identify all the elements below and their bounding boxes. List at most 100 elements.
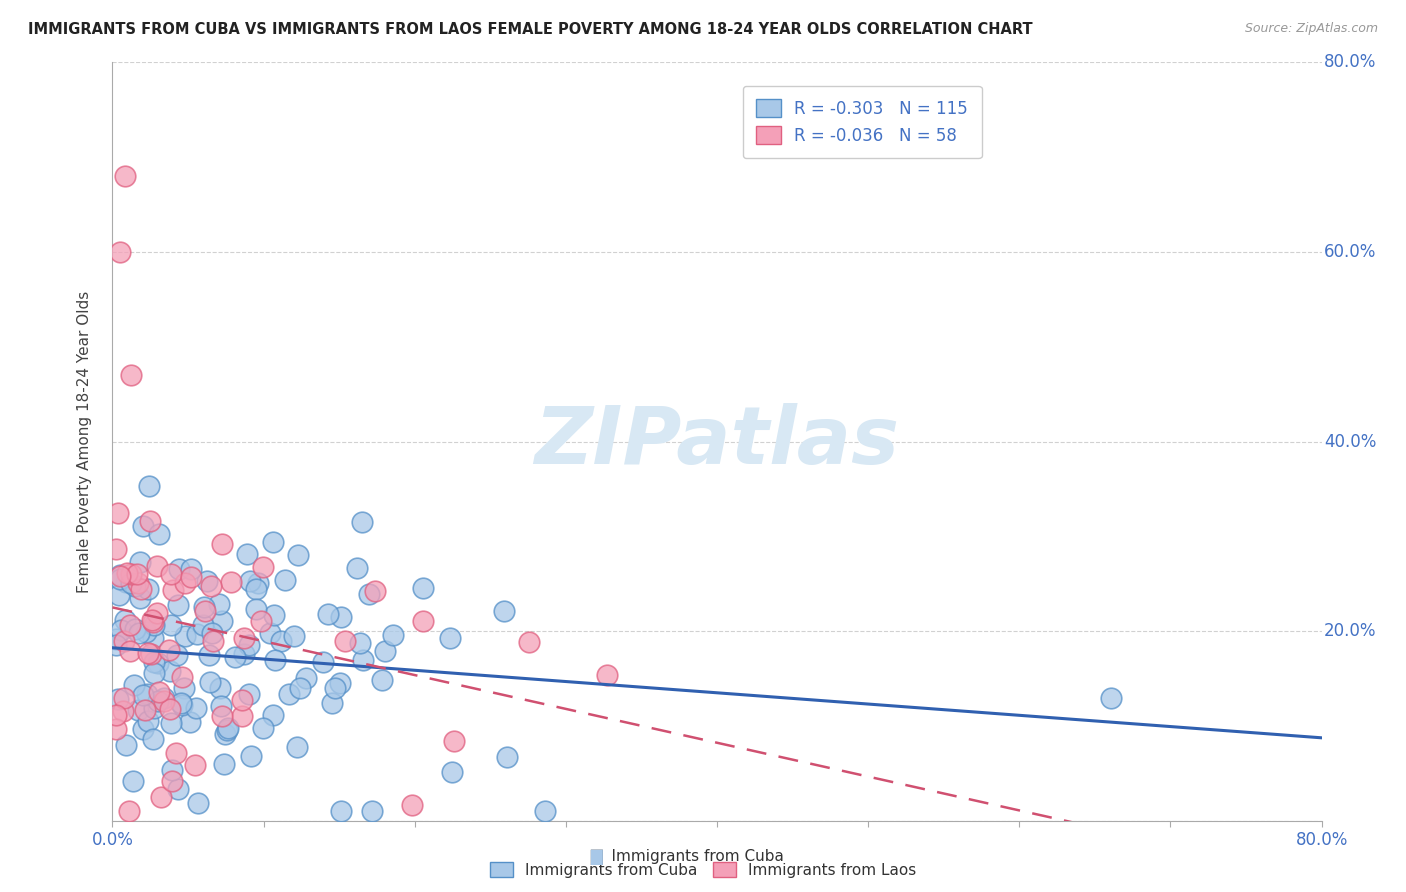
Point <box>114 169 136 184</box>
Point <box>401 798 423 813</box>
Point <box>371 673 394 687</box>
Point <box>283 629 305 643</box>
Point <box>125 566 148 581</box>
Point <box>295 671 318 685</box>
Point <box>263 608 285 623</box>
Point <box>110 623 132 637</box>
Point <box>361 804 384 818</box>
Point <box>159 716 181 731</box>
Point <box>104 638 127 652</box>
Point <box>108 244 131 259</box>
Point <box>114 738 136 752</box>
Point <box>159 664 181 678</box>
Point <box>350 515 373 529</box>
Point <box>238 638 260 652</box>
Point <box>110 567 132 582</box>
Point <box>186 627 208 641</box>
Point <box>232 631 254 645</box>
Point <box>120 368 142 383</box>
Point <box>287 548 309 562</box>
Point <box>142 631 165 645</box>
Point <box>148 685 170 699</box>
Point <box>117 566 139 580</box>
Point <box>104 707 127 722</box>
Point <box>132 688 155 702</box>
Text: █: █ <box>591 850 602 865</box>
Point <box>127 576 149 591</box>
Point <box>124 579 146 593</box>
Text: 40.0%: 40.0% <box>1324 433 1376 450</box>
Point <box>167 562 190 576</box>
Point <box>1099 691 1122 706</box>
Point <box>346 560 368 574</box>
Point <box>187 796 209 810</box>
Point <box>146 694 169 708</box>
Point <box>494 604 516 618</box>
Point <box>118 618 141 632</box>
Point <box>208 598 231 612</box>
Point <box>219 574 242 589</box>
Point <box>224 650 246 665</box>
Point <box>142 665 165 680</box>
Point <box>364 583 387 598</box>
Point <box>128 626 150 640</box>
Point <box>517 635 540 649</box>
Point <box>329 676 352 690</box>
Point <box>122 678 145 692</box>
Point <box>150 790 173 805</box>
Point <box>135 687 157 701</box>
Point <box>193 599 215 614</box>
Text: ZIPatlas: ZIPatlas <box>534 402 900 481</box>
Point <box>173 629 195 643</box>
Point <box>165 746 187 760</box>
Point <box>534 804 557 818</box>
Point <box>312 655 335 669</box>
Point <box>238 687 260 701</box>
Point <box>316 607 339 621</box>
Point <box>104 723 127 737</box>
Point <box>259 626 281 640</box>
Point <box>129 582 152 596</box>
Point <box>412 582 434 596</box>
Point <box>128 555 150 569</box>
Point <box>134 625 156 640</box>
Point <box>186 701 208 715</box>
Point <box>194 604 217 618</box>
Point <box>152 694 174 708</box>
Point <box>278 687 301 701</box>
Point <box>159 567 181 582</box>
Point <box>329 610 352 624</box>
Point <box>180 569 202 583</box>
Point <box>245 602 267 616</box>
Point <box>112 690 135 705</box>
Point <box>211 537 233 551</box>
Point <box>118 644 141 658</box>
Point <box>159 617 181 632</box>
Point <box>134 703 156 717</box>
Point <box>112 634 135 648</box>
Point <box>252 560 274 574</box>
Point <box>184 757 207 772</box>
Point <box>412 614 434 628</box>
Point <box>160 773 183 788</box>
Point <box>374 644 396 658</box>
Point <box>197 574 219 589</box>
Point <box>142 731 165 746</box>
Point <box>211 709 233 723</box>
Point <box>273 573 295 587</box>
Point <box>200 579 222 593</box>
Point <box>382 627 405 641</box>
Point <box>231 709 253 723</box>
Point <box>439 632 461 646</box>
Text: █  Immigrants from Cuba: █ Immigrants from Cuba <box>591 849 785 865</box>
Point <box>162 763 184 777</box>
Point <box>108 572 131 586</box>
Point <box>193 617 215 632</box>
Text: 80.0%: 80.0% <box>1324 54 1376 71</box>
Point <box>596 667 619 681</box>
Text: 60.0%: 60.0% <box>1324 243 1376 261</box>
Point <box>141 613 163 627</box>
Point <box>235 547 257 561</box>
Point <box>496 750 519 764</box>
Point <box>153 691 176 706</box>
